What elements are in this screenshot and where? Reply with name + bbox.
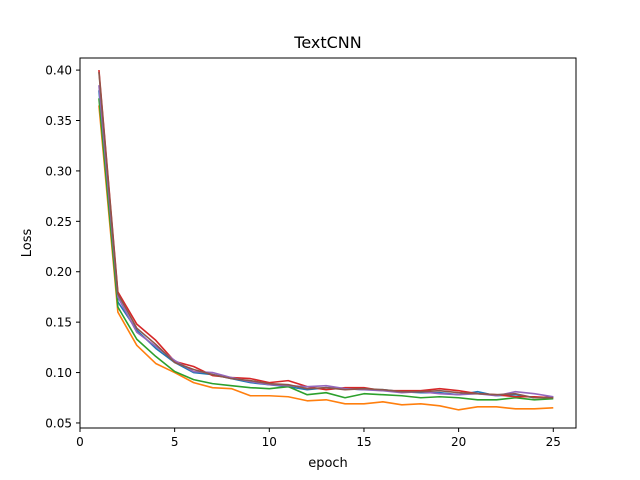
- y-axis-label: Loss: [20, 229, 35, 258]
- y-axis-ticks: 0.05 0.10 0.15 0.20 0.25 0.30 0.35 0.40: [45, 64, 80, 430]
- x-tick-label: 0: [76, 435, 84, 449]
- y-tick-label: 0.10: [45, 366, 72, 380]
- y-tick-label: 0.40: [45, 64, 72, 78]
- y-tick-label: 0.15: [45, 316, 72, 330]
- plot-lines: [98, 70, 554, 411]
- x-axis-label: epoch: [308, 456, 348, 471]
- y-tick-label: 0.25: [45, 215, 72, 229]
- plot-frame: [79, 57, 577, 429]
- x-tick-label: 5: [171, 435, 179, 449]
- series-line-3: [98, 98, 554, 401]
- y-tick-label: 0.35: [45, 114, 72, 128]
- x-tick-label: 15: [356, 435, 371, 449]
- x-tick-label: 20: [451, 435, 466, 449]
- x-axis-ticks: 0 5 10 15 20 25: [76, 428, 561, 449]
- x-tick-label: 10: [262, 435, 277, 449]
- x-tick-label: 25: [546, 435, 561, 449]
- y-tick-label: 0.05: [45, 416, 72, 430]
- y-tick-label: 0.20: [45, 265, 72, 279]
- series-line-2: [98, 105, 554, 411]
- chart-title: TextCNN: [293, 33, 361, 52]
- series-line-6: [98, 72, 554, 399]
- y-tick-label: 0.30: [45, 164, 72, 178]
